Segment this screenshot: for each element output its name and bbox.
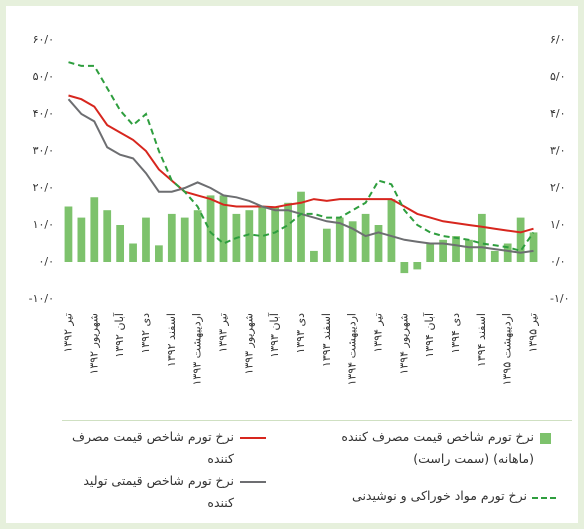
bar bbox=[452, 236, 460, 262]
bar bbox=[245, 210, 254, 262]
y-tick-label: ۴۰/۰ bbox=[33, 107, 54, 120]
x-tick-label: تیر ۱۳۹۲ bbox=[61, 313, 74, 353]
bar bbox=[374, 225, 383, 262]
bar bbox=[361, 213, 370, 262]
x-tick-label: دی ۱۳۹۲ bbox=[139, 313, 152, 354]
bar bbox=[155, 245, 163, 262]
x-tick-label: شهریور ۱۳۹۳ bbox=[242, 313, 255, 375]
y-tick-label: -۱۰/۰ bbox=[29, 292, 54, 305]
legend-swatch-line bbox=[240, 437, 266, 439]
x-tick-label: دی ۱۳۹۴ bbox=[449, 313, 462, 354]
x-tick-label: اسفند ۱۳۹۲ bbox=[165, 313, 178, 367]
y2-tick-label: ۶/۰ bbox=[550, 33, 566, 46]
legend-label: نرخ تورم شاخص قیمتی تولید کننده bbox=[83, 473, 234, 510]
y2-tick-label: ۱/۰ bbox=[550, 218, 566, 231]
bar bbox=[490, 250, 499, 262]
bar bbox=[167, 213, 176, 262]
bar bbox=[284, 202, 292, 262]
y-tick-label: ۱۰/۰ bbox=[33, 218, 54, 231]
bar bbox=[129, 243, 137, 262]
x-tick-label: اردیبهشت ۱۳۹۳ bbox=[191, 313, 204, 385]
bar bbox=[516, 217, 525, 262]
y2-tick-label: ۰/۰ bbox=[550, 255, 566, 268]
x-tick-label: اردیبهشت ۱۳۹۵ bbox=[501, 313, 514, 385]
legend-label: نرخ تورم شاخص قیمت مصرف کننده (ماهانه) (… bbox=[341, 429, 534, 466]
bar bbox=[142, 217, 150, 262]
bar bbox=[180, 217, 189, 262]
x-tick-label: آبان ۱۳۹۲ bbox=[112, 312, 126, 358]
bar bbox=[297, 191, 305, 262]
bar bbox=[258, 206, 267, 262]
y-tick-label: ۵۰/۰ bbox=[33, 70, 54, 83]
chart: -۱۰/۰ ۰/۰ ۱۰/۰ ۲۰/۰ ۳۰/۰ ۴۰/۰ ۵۰/۰ ۶۰/۰ -۱/۰ ۰/۰ ۱… bbox=[29, 33, 570, 385]
legend-label: نرخ تورم شاخص قیمت مصرف کننده bbox=[71, 429, 234, 466]
bar bbox=[400, 262, 409, 274]
bar bbox=[322, 228, 331, 262]
y-tick-label: ۶۰/۰ bbox=[33, 33, 54, 46]
x-tick-label: دی ۱۳۹۳ bbox=[294, 313, 307, 354]
x-tick-label: شهریور ۱۳۹۲ bbox=[87, 313, 100, 375]
bar bbox=[310, 250, 318, 262]
legend-swatch-bar bbox=[540, 433, 551, 444]
y-tick-label: ۲۰/۰ bbox=[33, 181, 54, 194]
x-tick-label: تیر ۱۳۹۴ bbox=[372, 313, 385, 353]
legend-swatch-dash bbox=[532, 497, 556, 499]
line bbox=[68, 61, 535, 253]
x-tick-label: آبان ۱۳۹۴ bbox=[422, 312, 436, 358]
bar bbox=[77, 217, 86, 262]
bar bbox=[413, 262, 422, 270]
bar bbox=[206, 195, 215, 262]
bar bbox=[348, 221, 357, 262]
x-tick-label: اردیبهشت ۱۳۹۴ bbox=[346, 313, 359, 385]
chart-panel: -۱۰/۰ ۰/۰ ۱۰/۰ ۲۰/۰ ۳۰/۰ ۴۰/۰ ۵۰/۰ ۶۰/۰ -۱/۰ ۰/۰ ۱… bbox=[6, 6, 578, 523]
bar bbox=[529, 232, 538, 262]
legend: نرخ تورم شاخص قیمت مصرف کننده (ماهانه) (… bbox=[62, 420, 572, 521]
bar bbox=[90, 197, 99, 262]
y2-tick-label: ۴/۰ bbox=[550, 107, 566, 120]
x-tick-label: تیر ۱۳۹۳ bbox=[216, 313, 229, 353]
bar bbox=[116, 225, 125, 262]
bar bbox=[271, 206, 280, 262]
y-tick-label: ۰/۰ bbox=[38, 255, 54, 268]
bar bbox=[335, 217, 344, 262]
y2-tick-label: -۱/۰ bbox=[550, 292, 570, 305]
y2-tick-label: ۲/۰ bbox=[550, 181, 566, 194]
bar bbox=[439, 239, 447, 262]
bar bbox=[503, 243, 512, 262]
y2-tick-label: ۵/۰ bbox=[550, 70, 566, 83]
x-tick-label: شهریور ۱۳۹۴ bbox=[397, 313, 410, 375]
x-tick-label: تیر ۱۳۹۵ bbox=[527, 313, 540, 353]
bar bbox=[103, 210, 112, 262]
line bbox=[68, 94, 534, 234]
bar bbox=[477, 213, 486, 262]
bar bbox=[426, 243, 435, 262]
bar bbox=[465, 239, 473, 262]
bar bbox=[387, 199, 396, 262]
bar bbox=[193, 210, 202, 262]
y2-tick-label: ۳/۰ bbox=[550, 144, 566, 157]
y-tick-label: ۳۰/۰ bbox=[33, 144, 54, 157]
x-tick-label: اسفند ۱۳۹۴ bbox=[475, 313, 488, 367]
x-tick-label: اسفند ۱۳۹۳ bbox=[320, 313, 333, 367]
x-tick-label: آبان ۱۳۹۳ bbox=[267, 312, 281, 358]
bar bbox=[219, 195, 228, 262]
legend-swatch-line bbox=[240, 481, 266, 483]
legend-label: نرخ تورم مواد خوراکی و نوشیدنی bbox=[352, 488, 527, 503]
bar bbox=[64, 206, 73, 262]
